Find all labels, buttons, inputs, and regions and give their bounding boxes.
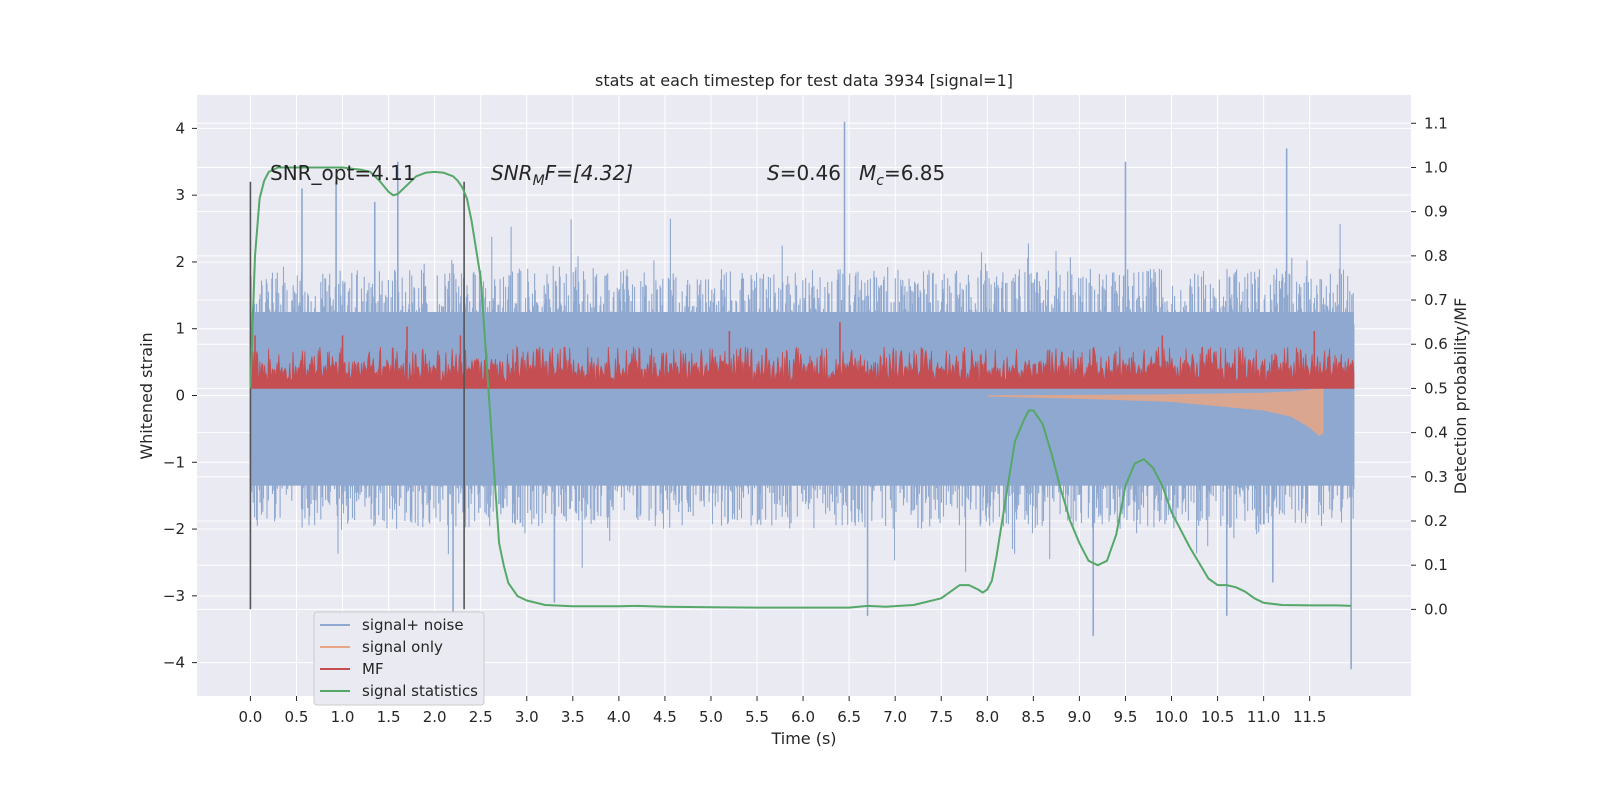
legend-label-mf: MF xyxy=(362,660,384,678)
x-tick-label: 10.5 xyxy=(1201,708,1234,726)
series-mf xyxy=(250,322,1355,389)
legend-label-signal-statistics: signal statistics xyxy=(362,682,478,700)
x-tick-label: 2.0 xyxy=(423,708,447,726)
y-tick-label: 3 xyxy=(175,186,185,204)
y-tick-label: 1 xyxy=(175,320,185,338)
y2-tick-label: 0.7 xyxy=(1424,291,1448,309)
y-tick-label: −3 xyxy=(163,587,185,605)
chirp-envelope xyxy=(987,387,1324,437)
x-tick-label: 8.0 xyxy=(975,708,999,726)
x-tick-label: 8.5 xyxy=(1021,708,1045,726)
x-tick-label: 0.5 xyxy=(285,708,309,726)
annotation-snr-mf-subscript: M xyxy=(533,173,545,189)
y2-tick-label: 0.2 xyxy=(1424,512,1448,530)
annotation-mc-symbol: M xyxy=(859,161,876,185)
x-tick-label: 5.5 xyxy=(745,708,769,726)
x-tick-label: 2.5 xyxy=(469,708,493,726)
annotation-snr-mf-symbol: SNR xyxy=(491,161,533,185)
y-axis-label: Whitened strain xyxy=(137,332,156,459)
x-tick-label: 11.5 xyxy=(1293,708,1326,726)
y2-tick-label: 0.3 xyxy=(1424,468,1448,486)
x-tick-label: 9.0 xyxy=(1067,708,1091,726)
series-signal-statistics xyxy=(249,166,1352,609)
y-tick-label: −1 xyxy=(163,453,185,471)
annotation-mc: Mc=6.85 xyxy=(859,161,945,189)
axis-ticks: 0.0 0.5 1.0 1.5 2.0 2.5 3.0 3.5 4.0 4.5 5.0 5.5 6.0 6… xyxy=(163,114,1448,726)
y2-axis-label: Detection probability/MF xyxy=(1451,298,1470,495)
x-tick-label: 0.0 xyxy=(238,708,262,726)
y2-tick-label: 1.1 xyxy=(1424,114,1448,132)
statistics-line xyxy=(249,166,1352,609)
y2-tick-label: 0.6 xyxy=(1424,335,1448,353)
y-tick-label: 2 xyxy=(175,253,185,271)
y2-tick-label: 0.1 xyxy=(1424,556,1448,574)
x-tick-label: 1.5 xyxy=(377,708,401,726)
y2-tick-label: 0.4 xyxy=(1424,424,1448,442)
y2-tick-label: 1.0 xyxy=(1424,158,1448,176)
x-tick-label: 9.5 xyxy=(1114,708,1138,726)
legend: signal+ noise signal only MF signal stat… xyxy=(313,611,485,706)
y-tick-label: −2 xyxy=(163,520,185,538)
annotation-s-value: =0.46 xyxy=(780,161,841,185)
annotation-snr-mf: SNRMF=[4.32] xyxy=(491,161,633,189)
legend-label-signal-only: signal only xyxy=(362,638,443,656)
x-tick-label: 3.5 xyxy=(561,708,585,726)
y2-tick-label: 0.5 xyxy=(1424,379,1448,397)
y2-tick-label: 0.8 xyxy=(1424,247,1448,265)
chart-title: stats at each timestep for test data 393… xyxy=(595,71,1013,90)
series-signal-only xyxy=(987,387,1324,437)
x-tick-label: 6.5 xyxy=(837,708,861,726)
legend-label-signal-noise: signal+ noise xyxy=(362,616,464,634)
vertical-markers xyxy=(249,181,465,610)
y2-tick-label: 0.9 xyxy=(1424,203,1448,221)
y-tick-label: −4 xyxy=(163,654,185,672)
x-tick-label: 7.5 xyxy=(929,708,953,726)
annotation-snr-mf-value: F=[4.32] xyxy=(545,161,633,185)
annotation-mc-value: =6.85 xyxy=(884,161,945,185)
x-tick-label: 4.5 xyxy=(653,708,677,726)
x-tick-label: 4.0 xyxy=(607,708,631,726)
annotation-snr-opt: SNR_opt=4.11 xyxy=(270,161,416,185)
annotation-mc-subscript: c xyxy=(876,173,884,189)
x-tick-label: 1.0 xyxy=(331,708,355,726)
x-tick-label: 3.0 xyxy=(515,708,539,726)
y-tick-label: 4 xyxy=(175,119,185,137)
y2-tick-label: 0.0 xyxy=(1424,600,1448,618)
x-tick-label: 5.0 xyxy=(699,708,723,726)
annotation-s: S=0.46 xyxy=(767,161,841,185)
x-tick-label: 6.0 xyxy=(791,708,815,726)
y-tick-label: 0 xyxy=(175,387,185,405)
x-tick-label: 11.0 xyxy=(1247,708,1280,726)
annotation-s-symbol: S xyxy=(767,161,780,185)
x-axis-label: Time (s) xyxy=(770,729,836,748)
mf-trace xyxy=(250,345,1355,389)
x-tick-label: 7.0 xyxy=(883,708,907,726)
legend-box xyxy=(313,611,485,706)
x-tick-label: 10.0 xyxy=(1155,708,1188,726)
